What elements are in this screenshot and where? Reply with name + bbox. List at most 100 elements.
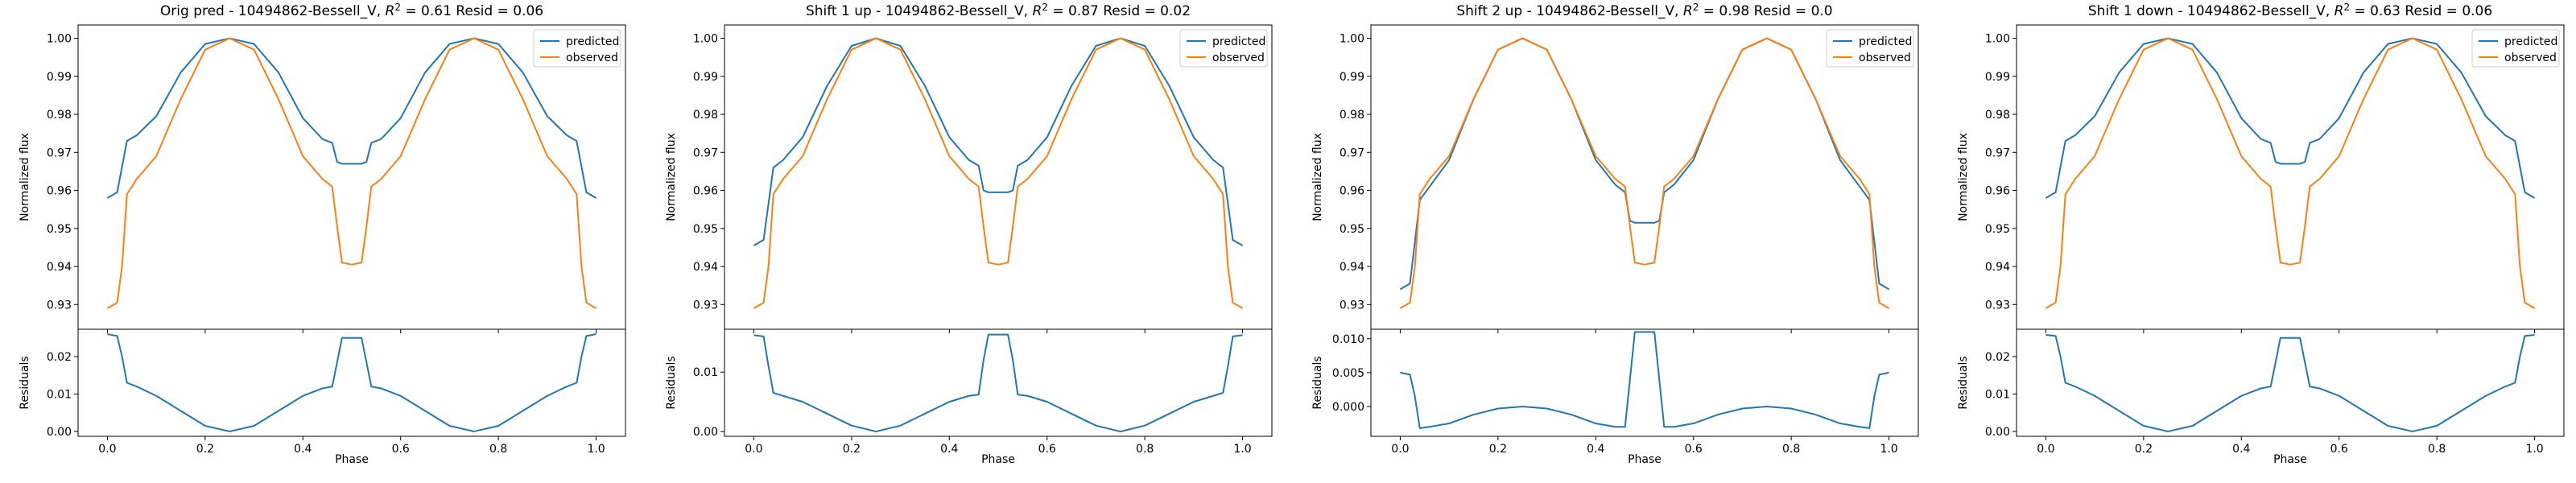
legend: predicted observed [1826, 29, 1914, 68]
residual-axes-frame [724, 328, 1273, 437]
r2-equals: = [401, 3, 421, 19]
x-tick-label: 0.6 [392, 443, 410, 456]
y-tick-label: 0.99 [1985, 71, 2010, 84]
chart-panel-2: Shift 1 up - 10494862-Bessell_V, R2 = 0.… [665, 2, 1273, 466]
x-tick-label: 0.8 [1136, 443, 1154, 456]
x-tick-label: 0.6 [1685, 443, 1703, 456]
series-line-predicted [2045, 37, 2536, 199]
y-tick-label: 0.95 [47, 223, 72, 236]
chart-panel-3: Shift 2 up - 10494862-Bessell_V, R2 = 0.… [1311, 2, 1919, 466]
y-tick-label: 0.93 [47, 299, 72, 312]
legend-label-observed: observed [1212, 52, 1265, 64]
x-tick-label: 0.2 [1489, 443, 1507, 456]
x-tick-label: 0.2 [843, 443, 861, 456]
flux-axes-frame [724, 24, 1273, 330]
x-tick-label: 0.0 [1391, 443, 1409, 456]
title-prefix: Shift 2 up - 10494862-Bessell_V, [1456, 3, 1683, 19]
resid-y-axis-label: Residuals [665, 356, 678, 409]
x-axis-label: Phase [2273, 453, 2307, 466]
resid-y-axis-label: Residuals [1311, 356, 1324, 409]
r2-symbol: R [2334, 3, 2344, 19]
flux-axes: 0.93 0.94 0.95 0.96 0.97 0.98 0.99 1.00 predicte… [1957, 24, 2565, 333]
r2-superscript: 2 [1042, 2, 1048, 13]
y-tick-label: 0.96 [47, 185, 72, 198]
x-tick-label: 1.0 [587, 443, 605, 456]
y-tick-label: 0.97 [1340, 147, 1364, 159]
y-tick-label: 1.00 [47, 33, 72, 46]
series-line-observed [1399, 37, 1890, 309]
y-tick-label: 0.95 [693, 223, 718, 236]
y-tick-label: 0.99 [47, 71, 72, 84]
legend-label-observed: observed [1859, 52, 1911, 64]
title-prefix: Shift 1 down - 10494862-Bessell_V, [2088, 3, 2334, 19]
r2-value: 0.98 [1719, 3, 1749, 19]
x-axis-label: Phase [1628, 453, 1662, 466]
legend: predicted observed [1179, 29, 1268, 68]
flux-axes-frame [77, 24, 626, 330]
x-tick-label: 0.4 [1587, 443, 1604, 456]
flux-axes: 0.93 0.94 0.95 0.96 0.97 0.98 0.99 1.00 predicte… [1311, 24, 1919, 333]
series-line-observed [753, 37, 1244, 309]
y-tick-label: 0.97 [1985, 147, 2010, 159]
r2-equals: = [1048, 3, 1068, 19]
title-prefix: Shift 1 up - 10494862-Bessell_V, [806, 3, 1033, 19]
r2-equals: = [1699, 3, 1719, 19]
y-tick-label: 1.00 [1985, 33, 2010, 46]
x-tick-label: 0.2 [2135, 443, 2153, 456]
y-tick-label: 0.93 [1340, 299, 1364, 312]
resid-text: Resid = 0.0 [1749, 3, 1832, 19]
y-tick-label: 0.96 [693, 185, 718, 198]
y-tick-label: 0.96 [1340, 185, 1364, 198]
series-line-predicted [753, 37, 1244, 246]
r2-superscript: 2 [2343, 2, 2350, 13]
flux-axes: 0.93 0.94 0.95 0.96 0.97 0.98 0.99 1.00 predicte… [665, 24, 1273, 333]
x-tick-label: 0.8 [1782, 443, 1800, 456]
resid-y-tick-label: 0.01 [47, 388, 72, 401]
resid-y-tick-label: 0.02 [47, 351, 72, 364]
y-tick-label: 0.95 [1340, 223, 1364, 236]
chart-title: Shift 2 up - 10494862-Bessell_V, R2 = 0.… [1456, 2, 1832, 19]
y-tick-label: 0.93 [1985, 299, 2010, 312]
resid-y-axis-label: Residuals [19, 356, 31, 409]
resid-text: Resid = 0.06 [2401, 3, 2492, 19]
y-tick-label: 0.94 [1985, 261, 2010, 274]
title-prefix: Orig pred - 10494862-Bessell_V, [160, 3, 386, 19]
y-tick-label: 0.97 [693, 147, 718, 159]
r2-superscript: 2 [1693, 2, 1699, 13]
x-tick-label: 0.2 [196, 443, 214, 456]
y-tick-label: 0.97 [47, 147, 72, 159]
chart-title: Orig pred - 10494862-Bessell_V, R2 = 0.6… [160, 2, 543, 19]
x-tick-label: 1.0 [2525, 443, 2543, 456]
r2-symbol: R [1683, 3, 1693, 19]
r2-symbol: R [386, 3, 395, 19]
flux-axes-frame [2016, 24, 2565, 330]
resid-y-tick-label: 0.000 [1332, 401, 1364, 414]
series-line-observed [106, 37, 597, 309]
residual-axes: 0.00 0.01 0.02 0.0 0.2 0.4 0.6 0.8 1.0 Residuals P… [19, 328, 626, 466]
residual-axes-frame [2016, 328, 2565, 437]
resid-y-tick-label: 0.010 [1332, 333, 1364, 346]
legend-label-predicted: predicted [2504, 35, 2557, 48]
x-axis-label: Phase [335, 453, 369, 466]
y-axis-label: Normalized flux [19, 133, 31, 221]
resid-text: Resid = 0.02 [1099, 3, 1191, 19]
y-axis-label: Normalized flux [665, 133, 678, 221]
legend-label-observed: observed [2504, 52, 2557, 64]
y-tick-label: 0.98 [1985, 109, 2010, 122]
residual-axes: 0.00 0.01 0.02 0.0 0.2 0.4 0.6 0.8 1.0 Residuals P… [1957, 328, 2565, 466]
y-axis-label: Normalized flux [1957, 133, 1970, 221]
y-tick-label: 0.98 [693, 109, 718, 122]
y-tick-label: 0.94 [47, 261, 72, 274]
y-tick-label: 0.94 [1340, 261, 1364, 274]
flux-axes: 0.93 0.94 0.95 0.96 0.97 0.98 0.99 1.00 predicte… [19, 24, 626, 333]
resid-y-tick-label: 0.005 [1332, 367, 1364, 380]
series-line-predicted [1399, 37, 1890, 291]
x-tick-label: 0.0 [745, 443, 762, 456]
legend-label-predicted: predicted [1859, 35, 1912, 48]
y-tick-label: 0.95 [1985, 223, 2010, 236]
y-tick-label: 0.96 [1985, 185, 2010, 198]
resid-y-axis-label: Residuals [1957, 356, 1970, 409]
r2-value: 0.61 [421, 3, 452, 19]
x-tick-label: 0.4 [940, 443, 958, 456]
